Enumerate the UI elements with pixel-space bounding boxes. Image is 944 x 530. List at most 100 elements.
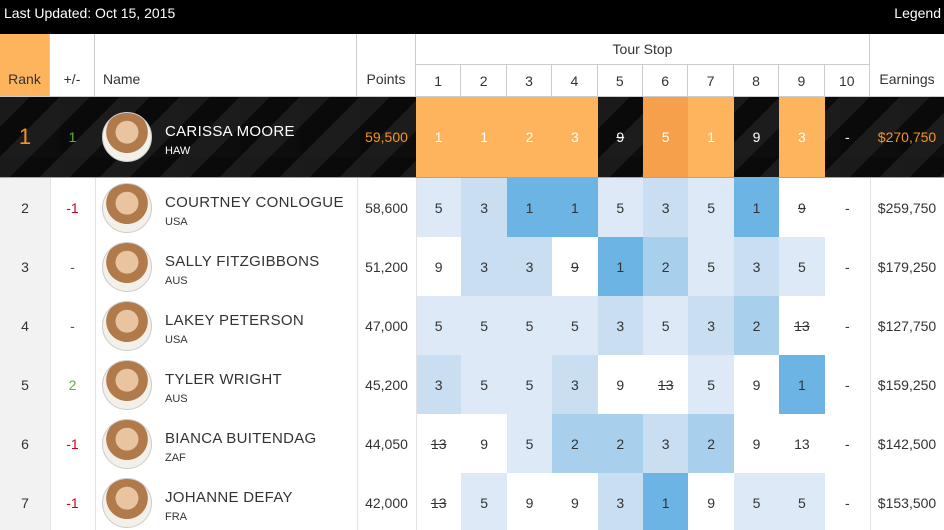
result: 3 bbox=[461, 237, 507, 296]
stop-header: 4 bbox=[552, 65, 598, 97]
column-divider bbox=[870, 414, 871, 473]
result: 1 bbox=[506, 178, 553, 237]
column-divider bbox=[416, 414, 417, 473]
result: 13 bbox=[430, 435, 447, 452]
result: 9 bbox=[752, 129, 761, 145]
result: 13 bbox=[430, 494, 447, 511]
result: 13 bbox=[794, 435, 810, 452]
earnings: $127,750 bbox=[877, 317, 937, 334]
result: 3 bbox=[779, 97, 825, 177]
rank: 6 bbox=[21, 435, 29, 452]
earnings: $179,250 bbox=[877, 258, 937, 275]
result: 2 bbox=[597, 414, 643, 473]
stop-header: 5 bbox=[597, 65, 643, 97]
result: 5 bbox=[506, 355, 553, 414]
result: 1 bbox=[779, 355, 825, 414]
result: 2 bbox=[688, 414, 734, 473]
result: 9 bbox=[707, 494, 715, 511]
result: 2 bbox=[733, 296, 780, 355]
avatar bbox=[102, 112, 152, 162]
stop-header: 1 bbox=[416, 65, 462, 97]
last-updated: Last Updated: Oct 15, 2015 bbox=[4, 5, 176, 21]
column-divider bbox=[870, 178, 871, 237]
result: 5 bbox=[779, 473, 825, 530]
points: 44,050 bbox=[365, 435, 408, 452]
column-divider bbox=[50, 178, 51, 237]
stop-header: 7 bbox=[688, 65, 734, 97]
result: 9 bbox=[752, 435, 761, 452]
column-divider bbox=[416, 355, 417, 414]
result: 13 bbox=[794, 317, 810, 334]
result: 1 bbox=[643, 473, 689, 530]
tour-stop-header: Tour Stop bbox=[416, 34, 870, 65]
avatar bbox=[102, 241, 152, 292]
result: - bbox=[844, 317, 850, 334]
column-divider bbox=[95, 296, 96, 355]
rank: 5 bbox=[21, 376, 29, 393]
result: 5 bbox=[461, 355, 507, 414]
earnings: $159,250 bbox=[877, 376, 937, 393]
column-divider bbox=[357, 355, 358, 414]
column-divider bbox=[416, 178, 417, 237]
column-divider bbox=[416, 473, 417, 530]
column-divider bbox=[870, 237, 871, 296]
column-divider bbox=[416, 237, 417, 296]
column-header: Earnings bbox=[870, 34, 944, 97]
earnings: $142,500 bbox=[877, 435, 937, 452]
result: 5 bbox=[416, 178, 462, 237]
column-header: Name bbox=[95, 34, 357, 97]
result: 5 bbox=[597, 178, 643, 237]
result: 3 bbox=[552, 355, 598, 414]
column-divider bbox=[50, 237, 51, 296]
surfer-name: LAKEY PETERSON bbox=[165, 311, 304, 329]
result: 3 bbox=[506, 237, 553, 296]
rank-cell-bg bbox=[0, 355, 50, 414]
result: 1 bbox=[552, 178, 598, 237]
result: 9 bbox=[525, 494, 534, 511]
result: 5 bbox=[688, 178, 734, 237]
result: 5 bbox=[779, 237, 825, 296]
surfer-name: SALLY FITZGIBBONS bbox=[165, 252, 320, 270]
column-divider bbox=[95, 355, 96, 414]
rank-cell-bg bbox=[0, 296, 50, 355]
column-header: Points bbox=[357, 34, 416, 97]
column-divider bbox=[870, 355, 871, 414]
surfer-name: TYLER WRIGHT bbox=[165, 370, 282, 388]
column-divider bbox=[50, 355, 51, 414]
avatar bbox=[102, 300, 152, 351]
legend-button[interactable]: Legend bbox=[894, 5, 941, 21]
surfer-name: JOHANNE DEFAY bbox=[165, 488, 293, 506]
result: 5 bbox=[552, 296, 598, 355]
stop-header: 6 bbox=[643, 65, 689, 97]
rank: 1 bbox=[18, 124, 32, 149]
result: 5 bbox=[688, 355, 734, 414]
points: 59,500 bbox=[365, 129, 408, 145]
surfer-name: BIANCA BUITENDAG bbox=[165, 429, 317, 447]
result: 9 bbox=[616, 129, 625, 145]
column-divider bbox=[357, 178, 358, 237]
result: 2 bbox=[643, 237, 689, 296]
result: 1 bbox=[416, 97, 462, 177]
stop-header: 9 bbox=[779, 65, 825, 97]
avatar bbox=[102, 182, 152, 233]
column-divider bbox=[416, 296, 417, 355]
rank: 2 bbox=[21, 199, 29, 216]
result: 9 bbox=[616, 376, 625, 393]
result: 9 bbox=[570, 258, 579, 275]
result: 9 bbox=[570, 494, 579, 511]
result: 3 bbox=[597, 296, 643, 355]
rank-cell-bg bbox=[0, 178, 50, 237]
change: 2 bbox=[68, 376, 77, 393]
points: 45,200 bbox=[365, 376, 408, 393]
result: - bbox=[844, 129, 850, 145]
result: - bbox=[844, 258, 850, 275]
result: 13 bbox=[657, 376, 674, 393]
points: 42,000 bbox=[365, 494, 408, 511]
row bbox=[0, 414, 944, 473]
column-divider bbox=[357, 237, 358, 296]
result: - bbox=[844, 199, 850, 216]
country: FRA bbox=[165, 510, 187, 523]
column-divider bbox=[50, 473, 51, 530]
result: 3 bbox=[416, 355, 462, 414]
result: 2 bbox=[506, 97, 553, 177]
